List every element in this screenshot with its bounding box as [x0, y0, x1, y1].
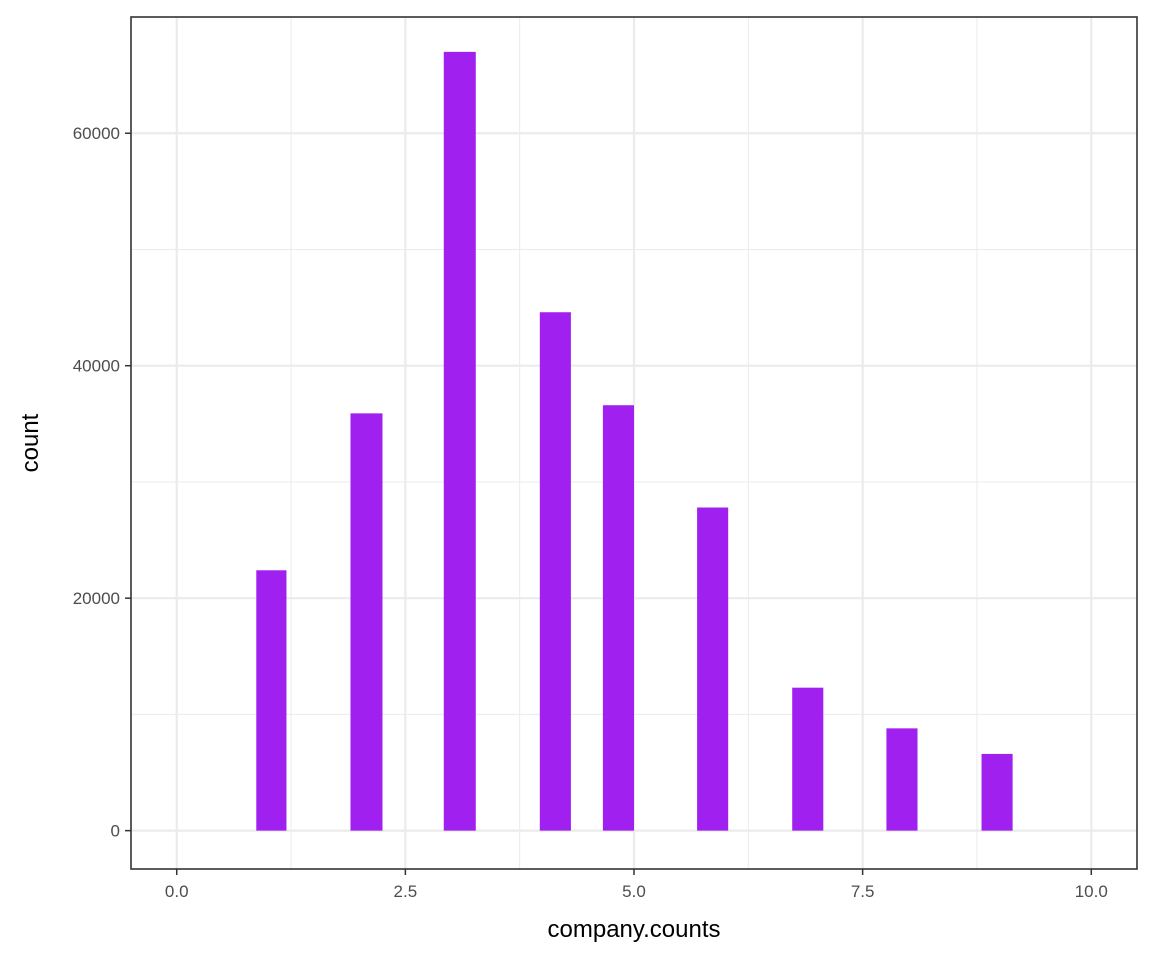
- y-tick-label: 60000: [73, 124, 120, 143]
- y-tick-label: 20000: [73, 589, 120, 608]
- x-tick-label: 2.5: [394, 882, 418, 901]
- histogram-bar: [886, 728, 918, 831]
- histogram-bar: [602, 405, 634, 831]
- histogram-bar: [792, 687, 824, 831]
- x-axis-title: company.counts: [548, 916, 721, 943]
- y-axis-title: count: [17, 413, 44, 472]
- histogram-bar: [443, 51, 476, 831]
- histogram-bar: [539, 312, 571, 831]
- y-tick-label: 0: [111, 822, 120, 841]
- y-axis-ticks: 0 20000 40000 60000: [73, 124, 131, 841]
- x-axis-ticks: 0.0 2.5 5.0 7.5 10.0: [165, 869, 1108, 901]
- x-tick-label: 5.0: [622, 882, 646, 901]
- bars: [256, 51, 1013, 831]
- x-tick-label: 7.5: [851, 882, 875, 901]
- histogram-bar: [981, 753, 1013, 831]
- x-tick-label: 0.0: [165, 882, 189, 901]
- histogram-bar: [256, 570, 287, 831]
- histogram-bar: [697, 507, 729, 831]
- x-tick-label: 10.0: [1075, 882, 1108, 901]
- y-tick-label: 40000: [73, 357, 120, 376]
- histogram-bar: [350, 413, 383, 831]
